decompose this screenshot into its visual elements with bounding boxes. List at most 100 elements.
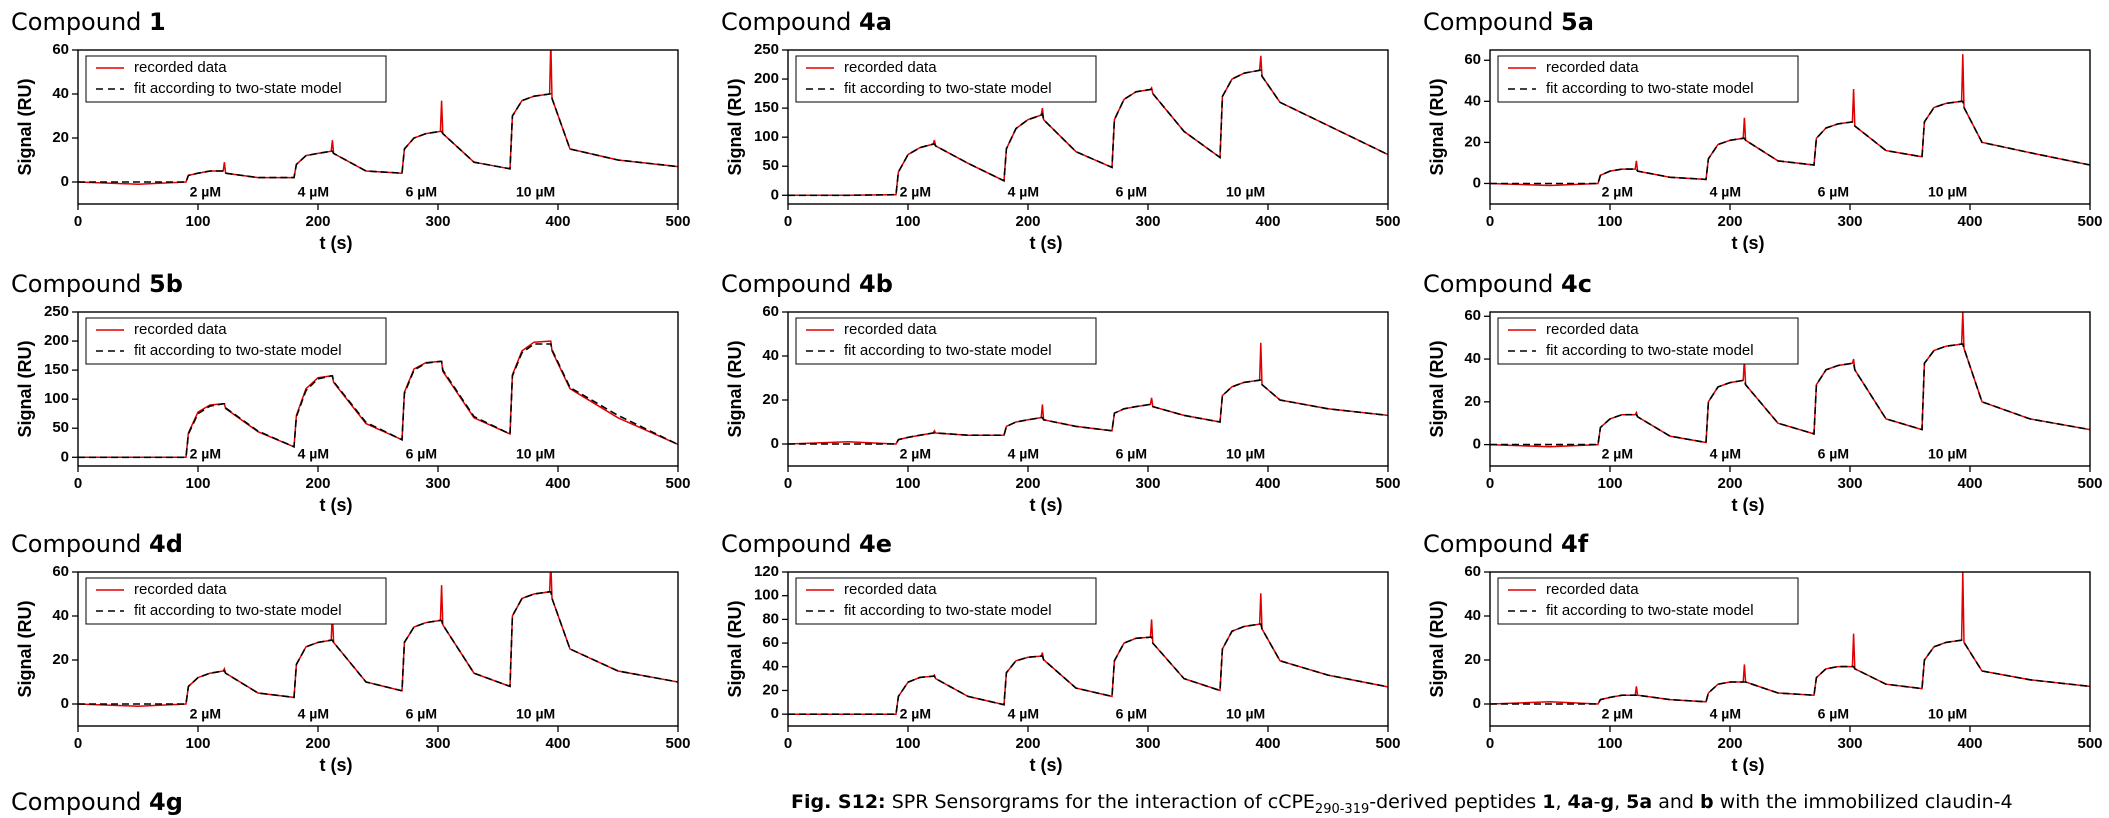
y-tick-label: 50 — [52, 419, 69, 436]
legend-label: fit according to two-state model — [1546, 80, 1754, 97]
panel: Compound 1 0 100 200 300 400 500 0 20 40 60 2 µM 4 µ… — [11, 8, 691, 253]
x-tick-label: 200 — [1717, 475, 1742, 492]
title-text: Compound — [11, 8, 141, 36]
chart-title: Compound 4c — [1423, 270, 1592, 298]
x-tick-label: 0 — [1486, 475, 1494, 492]
x-axis-label: t (s) — [1732, 233, 1765, 253]
x-tick-label: 400 — [1255, 213, 1280, 230]
annotation: 6 µM — [1818, 706, 1849, 722]
panel: Compound 4f 0 100 200 300 400 500 0 20 40 60 2 µM 4 … — [1423, 530, 2103, 775]
caption-run: 5a — [1626, 791, 1652, 813]
x-axis-label: t (s) — [1732, 755, 1765, 775]
panel: Compound 4e 0 100 200 300 400 500 0 20 40 60 80 100 1… — [721, 530, 1401, 775]
y-tick-label: 20 — [762, 391, 779, 408]
caption-run: 1 — [1542, 791, 1555, 813]
annotation: 10 µM — [1226, 706, 1265, 722]
x-tick-label: 100 — [185, 475, 210, 492]
compound-label: 5b — [149, 270, 183, 298]
chart-title: Compound 4g — [11, 788, 183, 816]
annotation: 10 µM — [1226, 184, 1265, 200]
caption-run: 290-319 — [1315, 802, 1369, 817]
compound-label: 5a — [1561, 8, 1594, 36]
x-tick-label: 100 — [1597, 475, 1622, 492]
x-tick-label: 400 — [1957, 475, 1982, 492]
panel: Compound 5b 0 100 200 300 400 500 0 50 100 150 200 2… — [11, 270, 691, 515]
annotation: 4 µM — [1710, 706, 1741, 722]
legend: recorded data fit according to two-state … — [85, 577, 387, 625]
x-tick-label: 500 — [1375, 475, 1400, 492]
y-axis-label: Signal (RU) — [1427, 600, 1447, 697]
y-tick-label: 0 — [771, 705, 779, 722]
y-tick-label: 60 — [1464, 51, 1481, 68]
compound-label: 4c — [1561, 270, 1592, 298]
x-axis-label: t (s) — [320, 233, 353, 253]
legend-label: fit according to two-state model — [134, 80, 342, 97]
annotation: 2 µM — [900, 446, 931, 462]
annotation: 10 µM — [1928, 706, 1967, 722]
legend: recorded data fit according to two-state … — [795, 55, 1097, 103]
caption-run: , — [1614, 791, 1626, 813]
y-tick-label: 40 — [1464, 92, 1481, 109]
y-axis-label: Signal (RU) — [15, 340, 35, 437]
title-text: Compound — [11, 530, 141, 558]
x-tick-label: 300 — [1135, 735, 1160, 752]
annotation: 6 µM — [1818, 184, 1849, 200]
y-tick-label: 100 — [44, 390, 69, 407]
legend: recorded data fit according to two-state … — [1497, 55, 1799, 103]
series-line — [78, 591, 678, 705]
y-tick-label: 40 — [762, 347, 779, 364]
x-tick-label: 0 — [1486, 735, 1494, 752]
chart-title: Compound 4d — [11, 530, 183, 558]
x-tick-label: 200 — [305, 213, 330, 230]
y-tick-label: 250 — [44, 303, 69, 320]
y-tick-label: 20 — [1464, 651, 1481, 668]
legend-box — [85, 577, 387, 625]
y-tick-label: 60 — [762, 303, 779, 320]
annotation: 6 µM — [1116, 184, 1147, 200]
caption-run: b — [1700, 791, 1714, 813]
x-tick-label: 200 — [1015, 213, 1040, 230]
annotation: 4 µM — [298, 184, 329, 200]
title-text: Compound — [11, 270, 141, 298]
legend-box — [1497, 577, 1799, 625]
title-text: Compound — [1423, 530, 1553, 558]
y-axis-label: Signal (RU) — [15, 600, 35, 697]
y-tick-label: 0 — [1473, 174, 1481, 191]
x-tick-label: 100 — [185, 213, 210, 230]
y-tick-label: 0 — [61, 448, 69, 465]
plot-frame — [787, 49, 1389, 205]
series-line — [78, 93, 678, 183]
annotation: 10 µM — [1928, 446, 1967, 462]
caption-run: - — [1594, 791, 1601, 813]
annotation: 2 µM — [1602, 184, 1633, 200]
compound-label: 4a — [859, 8, 892, 36]
caption-run: SPR Sensorgrams for the interaction of c… — [886, 791, 1315, 813]
y-tick-label: 60 — [762, 634, 779, 651]
x-tick-label: 500 — [2077, 213, 2102, 230]
annotation: 6 µM — [1116, 446, 1147, 462]
y-axis-label: Signal (RU) — [15, 78, 35, 175]
legend-label: fit according to two-state model — [1546, 602, 1754, 619]
legend-label: recorded data — [844, 321, 937, 338]
x-tick-label: 0 — [784, 475, 792, 492]
x-tick-label: 200 — [305, 475, 330, 492]
chart-title: Compound 5a — [1423, 8, 1594, 36]
x-tick-label: 500 — [2077, 735, 2102, 752]
y-tick-label: 200 — [44, 332, 69, 349]
compound-label: 4d — [149, 530, 183, 558]
legend-label: recorded data — [1546, 59, 1639, 76]
annotation: 4 µM — [1008, 184, 1039, 200]
plot-frame — [787, 311, 1389, 467]
series-line — [788, 69, 1388, 197]
plot-frame — [1489, 311, 2091, 467]
annotation: 6 µM — [406, 706, 437, 722]
y-tick-label: 250 — [754, 41, 779, 58]
annotation: 4 µM — [298, 446, 329, 462]
x-tick-label: 0 — [74, 213, 82, 230]
y-tick-label: 20 — [1464, 133, 1481, 150]
annotation: 6 µM — [1818, 446, 1849, 462]
compound-label: 4f — [1561, 530, 1589, 558]
x-tick-label: 0 — [74, 475, 82, 492]
